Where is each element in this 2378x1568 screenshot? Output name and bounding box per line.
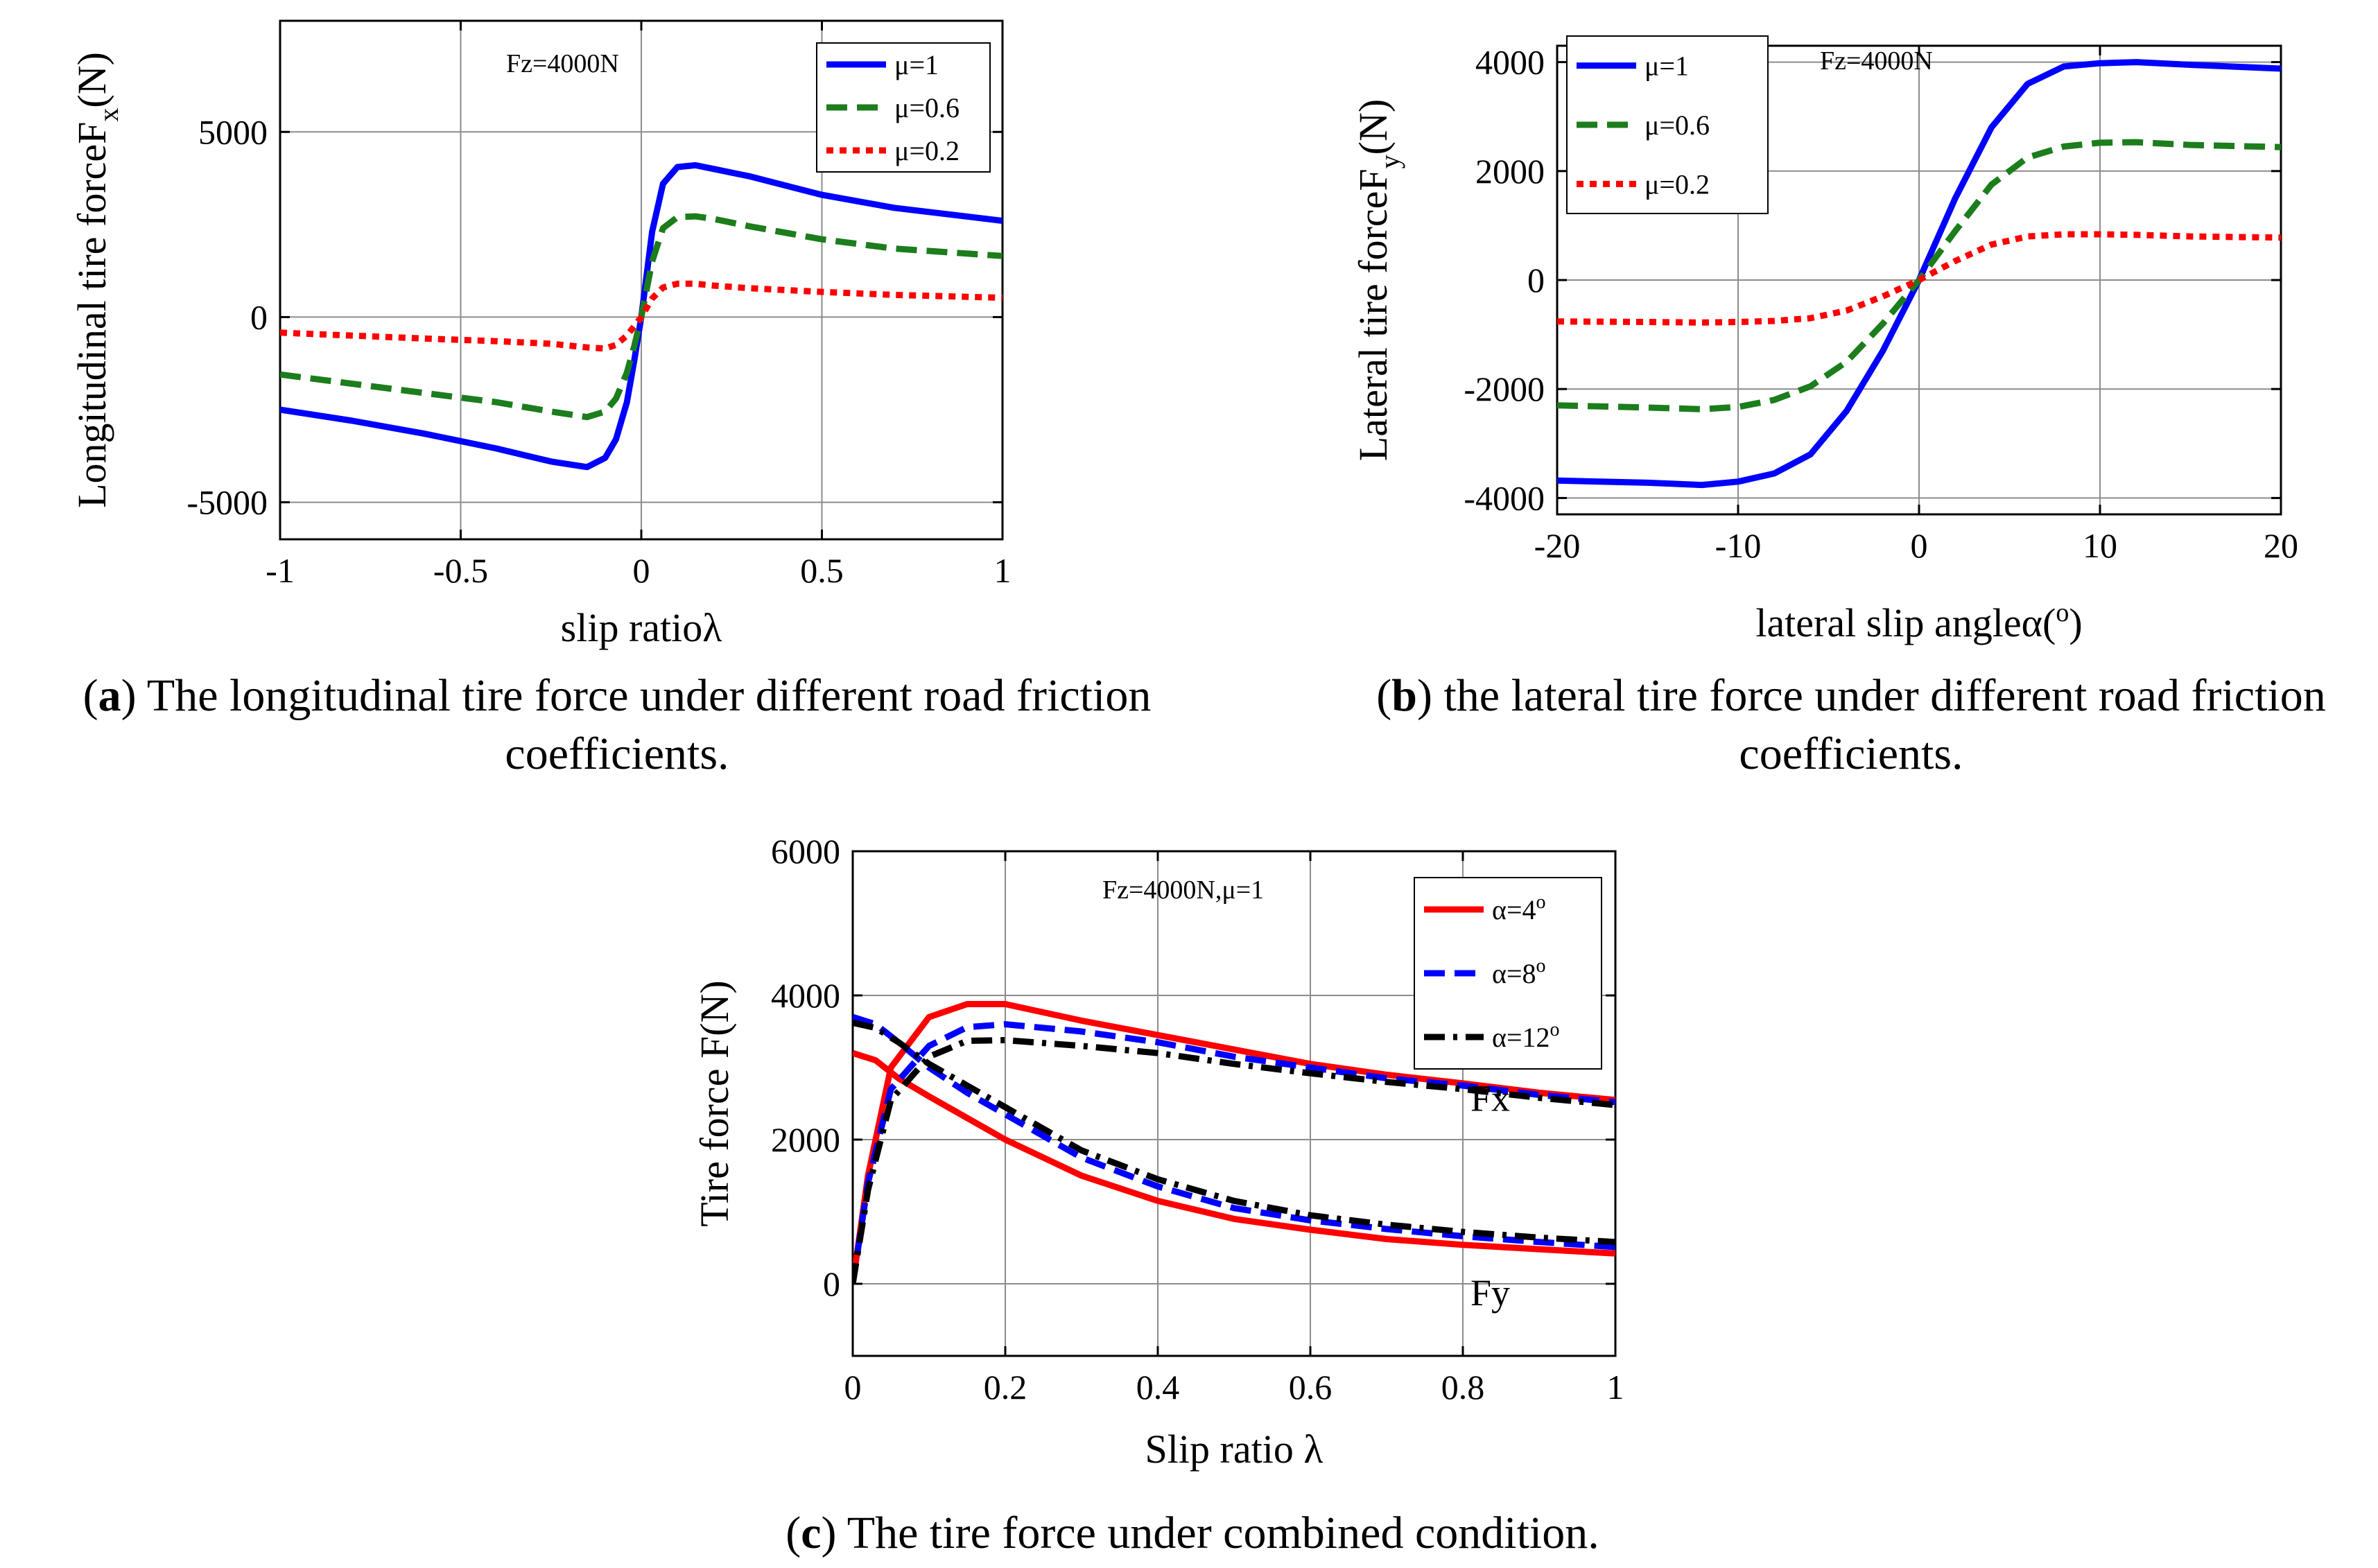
x-tick-label: 0.6 xyxy=(1289,1368,1333,1406)
x-tick-label: -10 xyxy=(1715,526,1762,565)
caption-a-text: The longitudinal tire force under differ… xyxy=(136,670,1152,779)
x-tick-label: 0 xyxy=(1911,526,1928,565)
legend-label: α=12o xyxy=(1492,1019,1560,1053)
legend-label: μ=0.6 xyxy=(1644,110,1710,141)
caption-c-text: The tire force under combined condition. xyxy=(836,1508,1599,1558)
chart-a: -1 -0.5 0 0.5 1 -5000 0 5000 Fz=4000N μ=1 μ=0.6 μ=0… xyxy=(69,19,1012,650)
series-line-b-2 xyxy=(1557,231,2281,326)
legend-label: α=4o xyxy=(1492,891,1546,925)
caption-b: (b) the lateral tire force under differe… xyxy=(1376,670,2326,779)
x-tick-label: 10 xyxy=(2083,526,2117,565)
x-tick-label: 1 xyxy=(994,551,1012,590)
y-tick-label: -5000 xyxy=(186,483,268,522)
series-fy-line-1 xyxy=(853,1013,1615,1251)
x-tick-label: 1 xyxy=(1607,1368,1624,1406)
x-axis-label: lateral slip angleα(o) xyxy=(1755,598,2082,645)
curve-label: Fx xyxy=(1470,1077,1510,1119)
series-fx-line-0 xyxy=(853,1001,1615,1284)
series-line-a-1 xyxy=(280,213,1003,421)
x-tick-label: 0.2 xyxy=(984,1368,1027,1406)
legend-label: μ=0.6 xyxy=(894,92,960,123)
y-tick-label: -4000 xyxy=(1464,478,1545,517)
series-fy-line-2 xyxy=(853,1020,1615,1246)
chart-annotation: Fz=4000N xyxy=(1820,46,1933,76)
x-tick-label: 20 xyxy=(2264,526,2298,565)
curve-label: Fy xyxy=(1470,1272,1510,1314)
legend-label: μ=1 xyxy=(894,49,939,80)
y-tick-label: 0 xyxy=(1527,261,1545,299)
legend-label: μ=1 xyxy=(1644,51,1689,82)
y-tick-label: 5000 xyxy=(198,112,268,151)
caption-b-text: the lateral tire force under different r… xyxy=(1432,670,2326,779)
y-tick-label: -2000 xyxy=(1464,369,1545,408)
x-tick-label: -20 xyxy=(1534,526,1581,565)
chart-b: -20 -10 0 10 20 -4000 -2000 0 2000 4000 Fz=4000N μ=… xyxy=(1351,35,2298,645)
x-tick-label: -0.5 xyxy=(433,551,488,590)
y-tick-label: 0 xyxy=(250,297,268,336)
chart-c: 0 0.2 0.4 0.6 0.8 1 0 2000 4000 6000 Fz=4000N,μ=1 F… xyxy=(692,832,1624,1472)
x-axis-label: Slip ratio λ xyxy=(1145,1427,1323,1472)
caption-c: (c) The tire force under combined condit… xyxy=(786,1508,1599,1558)
chart-annotation: Fz=4000N,μ=1 xyxy=(1102,876,1264,905)
y-axis-label: Tire force F(N) xyxy=(692,980,737,1226)
series-fx-line-2 xyxy=(853,1037,1615,1284)
y-tick-label: 4000 xyxy=(1475,43,1545,82)
legend-label: μ=0.2 xyxy=(1644,168,1710,200)
x-axis-label: slip ratioλ xyxy=(561,605,722,650)
caption-b-letter: b xyxy=(1391,670,1417,721)
y-axis-label: Longitudinal tire forceFx(N) xyxy=(69,52,124,508)
x-tick-label: 0 xyxy=(844,1368,862,1406)
y-tick-label: 0 xyxy=(823,1264,840,1303)
series-line-a-2 xyxy=(280,280,1003,352)
y-tick-label: 6000 xyxy=(771,832,840,871)
y-tick-label: 2000 xyxy=(1475,152,1545,191)
x-tick-label: 0.5 xyxy=(800,551,844,590)
caption-a: (a) The longitudinal tire force under di… xyxy=(83,670,1152,779)
x-tick-label: -1 xyxy=(266,551,295,590)
caption-c-letter: c xyxy=(801,1508,822,1558)
legend-label: μ=0.2 xyxy=(894,135,960,166)
x-tick-label: 0.8 xyxy=(1441,1368,1485,1406)
chart-annotation: Fz=4000N xyxy=(506,49,619,78)
plot-frame-c xyxy=(851,850,1617,1357)
y-tick-label: 2000 xyxy=(771,1120,840,1159)
x-tick-label: 0 xyxy=(633,551,650,590)
x-tick-label: 0.4 xyxy=(1136,1368,1180,1406)
caption-a-letter: a xyxy=(98,670,121,721)
y-tick-label: 4000 xyxy=(771,976,840,1015)
legend-label: α=8o xyxy=(1492,955,1546,989)
y-axis-label: Lateral tire forceFy(N) xyxy=(1351,99,1405,461)
